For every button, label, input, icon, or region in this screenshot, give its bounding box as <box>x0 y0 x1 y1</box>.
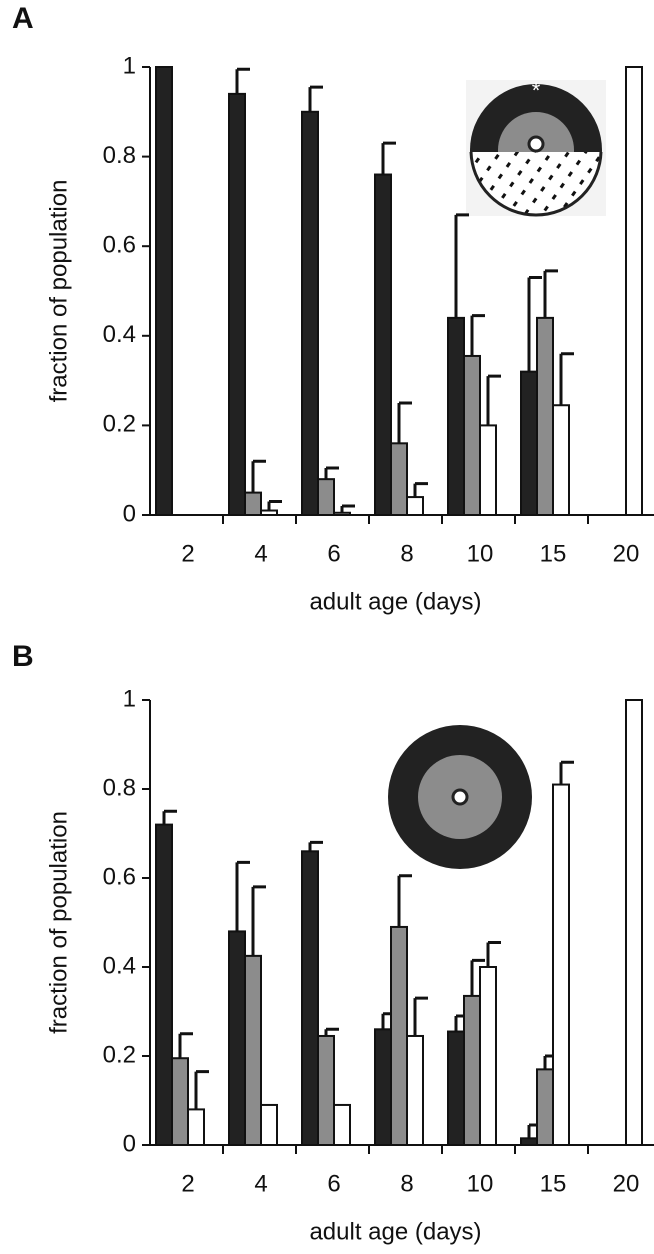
bar <box>171 1057 189 1146</box>
y-tick-label: 0.4 <box>103 952 136 979</box>
y-tick-label: 0.2 <box>103 411 136 438</box>
error-bar <box>235 860 250 932</box>
y-tick-label: 0.8 <box>103 774 136 801</box>
error-bar <box>340 504 355 513</box>
bar <box>536 316 554 516</box>
bar <box>187 1108 205 1147</box>
x-tick-label: 10 <box>467 1170 494 1197</box>
y-tick-label: 1 <box>123 685 136 712</box>
error-bar <box>559 352 574 406</box>
bar <box>479 966 497 1146</box>
bar <box>406 1034 424 1146</box>
bar <box>317 478 335 517</box>
error-bar <box>308 85 323 112</box>
bar <box>374 173 392 517</box>
error-bar <box>527 276 542 372</box>
bar <box>374 1028 392 1147</box>
y-axis-label: fraction of population <box>45 811 72 1034</box>
x-tick-label: 6 <box>327 540 340 567</box>
error-bar <box>470 314 485 356</box>
bar <box>447 316 465 516</box>
bar <box>390 442 408 517</box>
bar <box>244 954 262 1146</box>
bar <box>260 1103 278 1146</box>
bar <box>536 1068 554 1146</box>
x-tick-label: 15 <box>540 540 567 567</box>
error-bar <box>397 874 412 927</box>
error-bar <box>381 141 396 175</box>
error-bar <box>486 374 501 426</box>
bar <box>479 424 497 516</box>
error-bar <box>413 482 428 498</box>
x-tick-label: 8 <box>400 1170 413 1197</box>
bar <box>552 404 570 516</box>
y-tick-label: 0.4 <box>103 321 136 348</box>
y-tick-label: 0.6 <box>103 863 136 890</box>
error-bar <box>543 269 558 318</box>
bar <box>301 110 319 517</box>
y-tick-label: 0 <box>123 1130 136 1157</box>
error-bar <box>162 809 177 825</box>
x-tick-label: 4 <box>254 540 267 567</box>
bar <box>228 92 246 516</box>
error-bar <box>324 1027 339 1036</box>
inset-diagram <box>388 725 532 869</box>
error-bar <box>397 401 412 444</box>
bar <box>463 354 481 516</box>
bar <box>406 496 424 516</box>
panel-label: B <box>12 640 34 673</box>
bar <box>552 783 570 1146</box>
bar <box>447 1030 465 1147</box>
bar <box>228 930 246 1147</box>
error-bar <box>470 958 485 996</box>
bar <box>625 699 643 1146</box>
bar <box>520 370 538 517</box>
inset-diagram <box>466 80 606 217</box>
x-axis-label: adult age (days) <box>309 588 481 615</box>
panel-label: A <box>12 2 34 35</box>
x-tick-label: 20 <box>613 1170 640 1197</box>
error-bar <box>324 466 339 480</box>
x-axis-label: adult age (days) <box>309 1218 481 1245</box>
bar <box>317 1034 335 1146</box>
y-tick-label: 1 <box>123 52 136 79</box>
error-bar <box>178 1032 193 1059</box>
error-bar <box>251 459 266 493</box>
bar <box>244 491 262 517</box>
bar <box>155 66 173 516</box>
error-bar <box>194 1070 209 1110</box>
y-tick-label: 0.6 <box>103 232 136 259</box>
x-tick-label: 2 <box>181 540 194 567</box>
y-axis-label: fraction of population <box>45 180 72 403</box>
x-tick-label: 15 <box>540 1170 567 1197</box>
y-tick-label: 0 <box>123 500 136 527</box>
x-tick-label: 20 <box>613 540 640 567</box>
x-tick-label: 6 <box>327 1170 340 1197</box>
bar <box>520 1137 538 1146</box>
bar <box>301 850 319 1146</box>
y-tick-label: 0.8 <box>103 142 136 169</box>
error-bar <box>454 213 469 318</box>
bar <box>390 925 408 1147</box>
x-tick-label: 2 <box>181 1170 194 1197</box>
bar <box>333 1103 351 1146</box>
inset-mark: * <box>532 78 541 103</box>
error-bar <box>308 840 323 852</box>
x-tick-label: 8 <box>400 540 413 567</box>
error-bar <box>413 996 428 1036</box>
bar <box>625 66 643 516</box>
x-tick-label: 4 <box>254 1170 267 1197</box>
error-bar <box>267 500 282 511</box>
error-bar <box>251 885 266 956</box>
bar <box>155 823 173 1146</box>
bar <box>463 994 481 1146</box>
x-tick-label: 10 <box>467 540 494 567</box>
error-bar <box>235 67 250 94</box>
y-tick-label: 0.2 <box>103 1041 136 1068</box>
error-bar <box>486 941 501 967</box>
error-bar <box>559 760 574 785</box>
